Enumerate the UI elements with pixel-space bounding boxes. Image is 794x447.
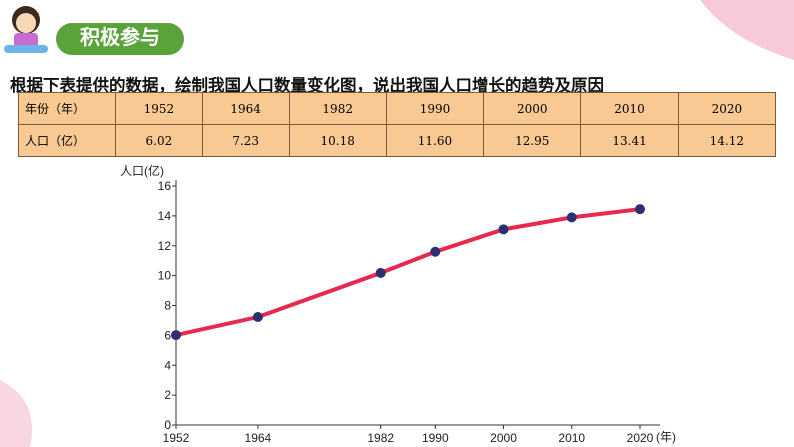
x-tick-label: 1964 [245,431,272,445]
y-tick-label: 12 [158,239,172,253]
x-tick-label: 1982 [367,431,394,445]
girl-icon [4,6,48,53]
x-tick-label: 1952 [163,431,190,445]
data-point [498,224,509,235]
table-cell: 人口（亿） [18,124,116,157]
table-cell: 1982 [288,92,387,125]
table-cell: 12.95 [483,124,582,157]
instruction: 根据下表提供的数据，绘制我国人口数量变化图，说出我国人口增长的趋势及原因 [10,76,604,95]
table-cell: 2020 [677,92,777,125]
table-cell: 2010 [580,92,679,125]
x-axis-label: (年) [656,430,676,444]
table-row: 人口（亿） 6.02 7.23 10.18 11.60 12.95 13.41 14.12 [18,124,777,157]
table-cell: 2000 [483,92,582,125]
x-tick-label: 2010 [558,431,585,445]
table-cell: 10.18 [288,124,387,157]
table-cell: 7.23 [201,124,290,157]
table-cell: 年份（年） [18,92,116,125]
data-table: 年份（年） 1952 1964 1982 1990 2000 2010 2020 人口（亿） 6.… [18,92,777,157]
table-cell: 13.41 [580,124,679,157]
data-line [175,207,641,338]
x-tick-label: 2000 [490,431,517,445]
y-tick-label: 14 [158,209,172,223]
x-tick-label: 2020 [627,431,654,445]
title-badge [56,23,184,55]
data-point [430,246,441,257]
y-tick-label: 4 [164,358,171,372]
y-tick-label: 8 [164,299,171,313]
data-point [171,330,181,341]
decoration [0,380,32,447]
table-row: 年份（年） 1952 1964 1982 1990 2000 2010 2020 [18,92,777,125]
table-cell: 14.12 [677,124,777,157]
x-tick-label: 1990 [422,431,449,445]
data-point [375,267,386,278]
data-point [566,212,577,223]
table-cell: 1952 [115,92,203,125]
decoration [700,0,794,60]
table-cell: 6.02 [115,124,203,157]
y-tick-label: 0 [164,418,171,432]
y-axis-label: 人口(亿) [120,163,164,178]
y-tick-label: 16 [158,179,172,193]
data-point [635,204,645,215]
table-cell: 1964 [201,92,290,125]
data-point [252,312,263,323]
table-cell: 11.60 [385,124,485,157]
y-tick-label: 6 [164,328,171,342]
y-tick-label: 2 [164,388,171,402]
title: 积极参与 [80,25,160,49]
table-cell: 1990 [385,92,485,125]
y-tick-label: 10 [158,269,172,283]
